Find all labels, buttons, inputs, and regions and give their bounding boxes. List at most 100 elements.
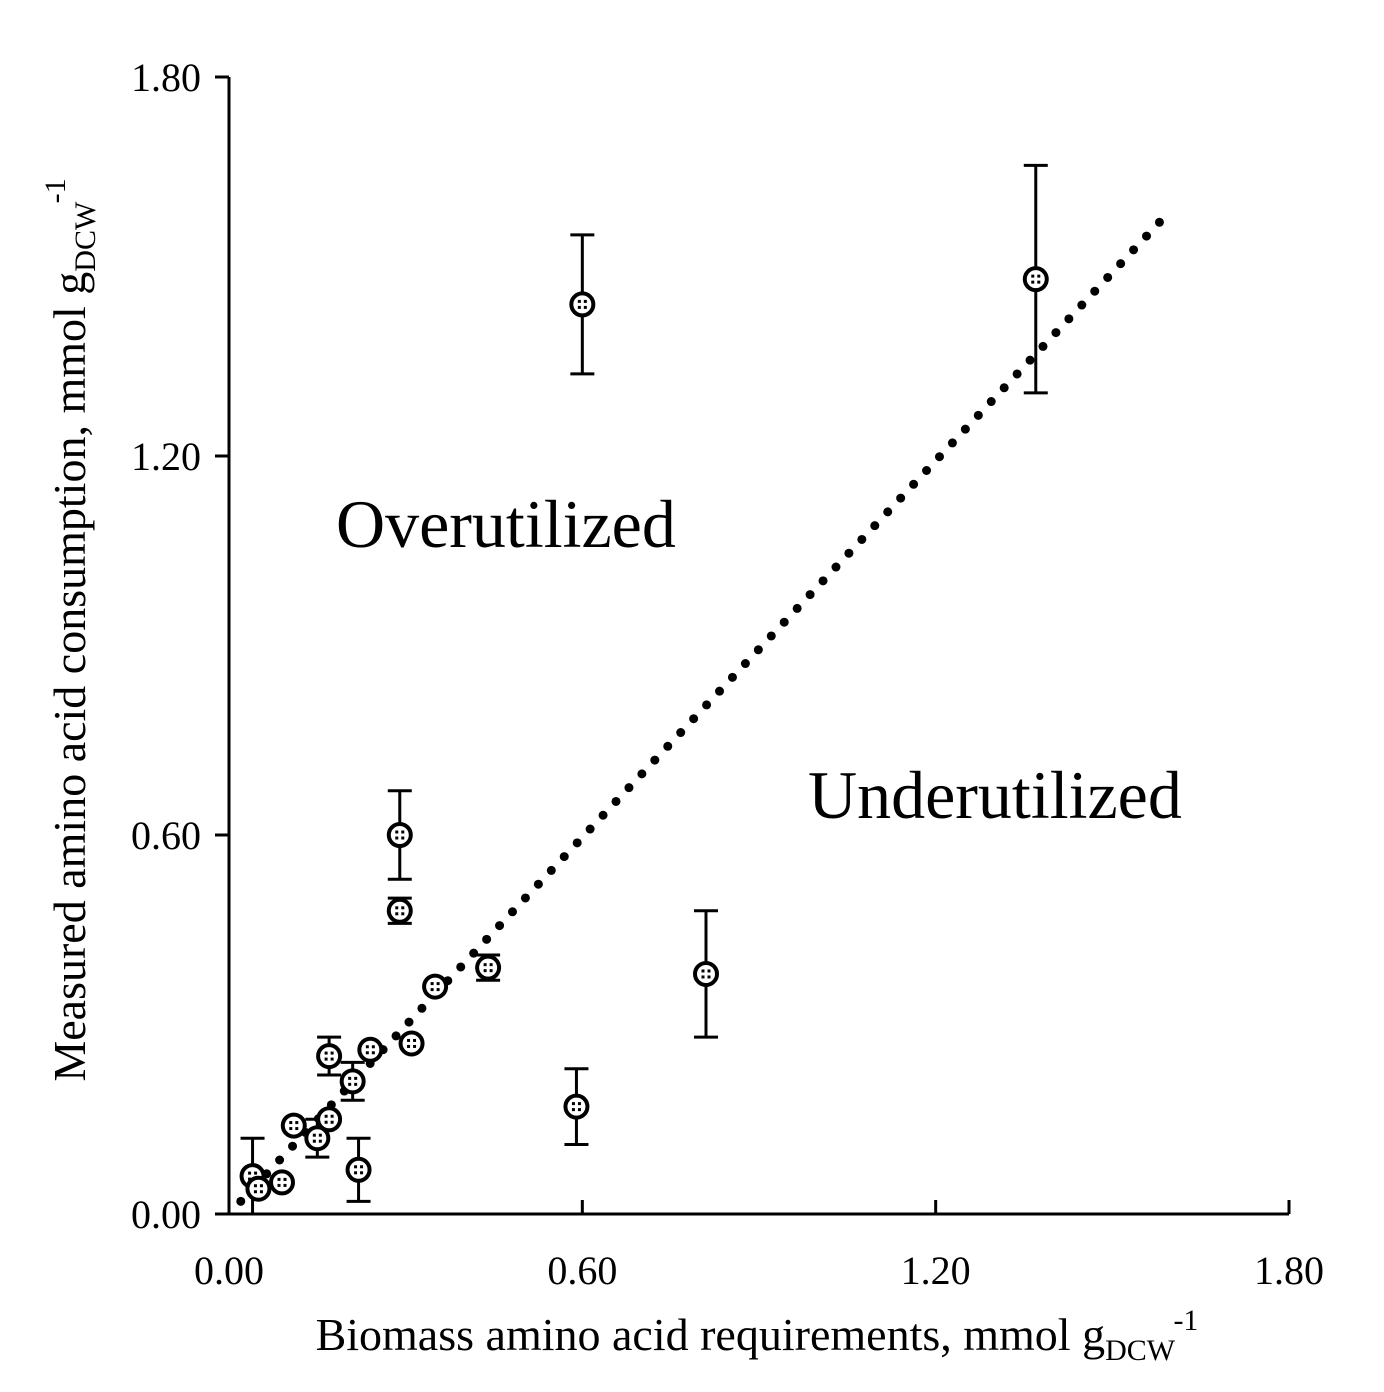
point-marker-dot: [430, 982, 434, 986]
point-marker-dot: [295, 1121, 299, 1125]
data-point: [563, 1067, 590, 1147]
point-marker: [316, 1106, 343, 1133]
point-marker-dot: [583, 305, 587, 309]
data-point: [345, 1136, 372, 1203]
point-marker-dot: [312, 1139, 316, 1143]
point-marker-dot: [259, 1190, 263, 1194]
trendline-dot: [818, 576, 828, 586]
trendline-dot: [275, 1155, 285, 1165]
trendline-dot: [1064, 314, 1074, 324]
trendline-dot: [1038, 341, 1048, 351]
point-marker-dot: [401, 830, 405, 834]
point-marker-dot: [436, 982, 440, 986]
point-marker: [345, 1156, 372, 1183]
point-marker-dot: [407, 1044, 411, 1048]
trendline-dot: [1090, 286, 1100, 296]
point-marker-dot: [324, 1051, 328, 1055]
point-marker: [339, 1068, 366, 1095]
point-marker: [245, 1175, 272, 1202]
point-marker-dot: [395, 830, 399, 834]
point-marker-dot: [354, 1082, 358, 1086]
trendline-dot: [1077, 300, 1087, 310]
point-marker-dot: [401, 836, 405, 840]
trendline-dot: [999, 383, 1009, 393]
point-marker-dot: [248, 1177, 252, 1181]
trendline-dot: [495, 921, 505, 931]
point-marker-dot: [701, 969, 705, 973]
trendline-dot: [1142, 231, 1152, 241]
point-marker-dot: [354, 1165, 358, 1169]
trendline-dot: [896, 493, 906, 503]
x-axis-label: Biomass amino acid requirements, mmol gD…: [316, 1304, 1199, 1367]
trendline-dot: [1025, 355, 1035, 365]
point-marker-dot: [283, 1177, 287, 1181]
y-axis-label-main: Measured amino acid consumption, mmol g: [44, 272, 95, 1082]
point-marker-dot: [577, 305, 581, 309]
point-marker-dot: [577, 1108, 581, 1112]
trendline-dot: [650, 755, 660, 765]
point-marker-dot: [330, 1057, 334, 1061]
point-marker-dot: [348, 1076, 352, 1080]
x-axis-label-sup: -1: [1173, 1304, 1198, 1337]
trendline-dot: [417, 1003, 427, 1013]
point-marker-dot: [354, 1076, 358, 1080]
x-tick-label: 1.80: [1254, 1248, 1324, 1293]
point-marker-dot: [330, 1120, 334, 1124]
point-marker-dot: [1031, 274, 1035, 278]
point-marker-dot: [395, 912, 399, 916]
trendline-dot: [934, 452, 944, 462]
point-marker-dot: [401, 912, 405, 916]
trendline-dot: [805, 590, 815, 600]
trendline-dot: [986, 397, 996, 407]
data-point: [280, 1112, 307, 1139]
point-marker: [269, 1169, 295, 1196]
data-point: [339, 1060, 366, 1102]
trendline-dot: [288, 1141, 298, 1151]
point-marker: [386, 897, 413, 924]
point-marker-dot: [1037, 280, 1041, 284]
data-point: [304, 1117, 331, 1159]
trendline-dot: [546, 865, 556, 875]
trendline-dot: [831, 562, 841, 572]
point-marker-dot: [707, 969, 711, 973]
y-tick-label: 1.20: [131, 434, 201, 479]
trendline-dot: [715, 686, 725, 696]
trendline-dot: [702, 700, 712, 710]
point-marker-dot: [253, 1184, 257, 1188]
point-marker-dot: [365, 1045, 369, 1049]
point-marker-dot: [1031, 280, 1035, 284]
x-axis-label-main: Biomass amino acid requirements, mmol g: [316, 1309, 1106, 1360]
annotation-overutilized: Overutilized: [336, 486, 676, 562]
trendline-dot: [391, 1031, 401, 1041]
data-point: [386, 789, 413, 881]
trendline-dot: [533, 879, 543, 889]
point-marker-dot: [371, 1045, 375, 1049]
data-points: [239, 163, 1049, 1216]
point-marker: [422, 973, 449, 1000]
x-axis-label-sub: DCW: [1105, 1334, 1176, 1367]
trendline-dot: [909, 479, 919, 489]
data-point: [316, 1035, 343, 1077]
data-point: [475, 953, 502, 982]
trendline-dot: [1116, 259, 1126, 269]
point-marker-dot: [295, 1127, 299, 1131]
point-marker-dot: [407, 1038, 411, 1042]
point-marker-dot: [360, 1171, 364, 1175]
point-marker-dot: [318, 1133, 322, 1137]
point-marker-dot: [395, 906, 399, 910]
point-marker-dot: [489, 963, 493, 967]
point-marker: [1022, 266, 1049, 293]
trendline-dot: [663, 741, 673, 751]
point-marker: [398, 1030, 425, 1057]
data-point: [316, 1106, 343, 1133]
point-marker-dot: [318, 1139, 322, 1143]
point-marker-dot: [430, 988, 434, 992]
point-marker-dot: [248, 1171, 252, 1175]
data-point: [245, 1175, 272, 1202]
trendline-dot: [857, 534, 867, 544]
trendline-dot: [922, 466, 932, 476]
point-marker-dot: [289, 1127, 293, 1131]
point-marker-dot: [330, 1114, 334, 1118]
trendline-dot: [520, 893, 530, 903]
point-marker: [280, 1112, 307, 1139]
